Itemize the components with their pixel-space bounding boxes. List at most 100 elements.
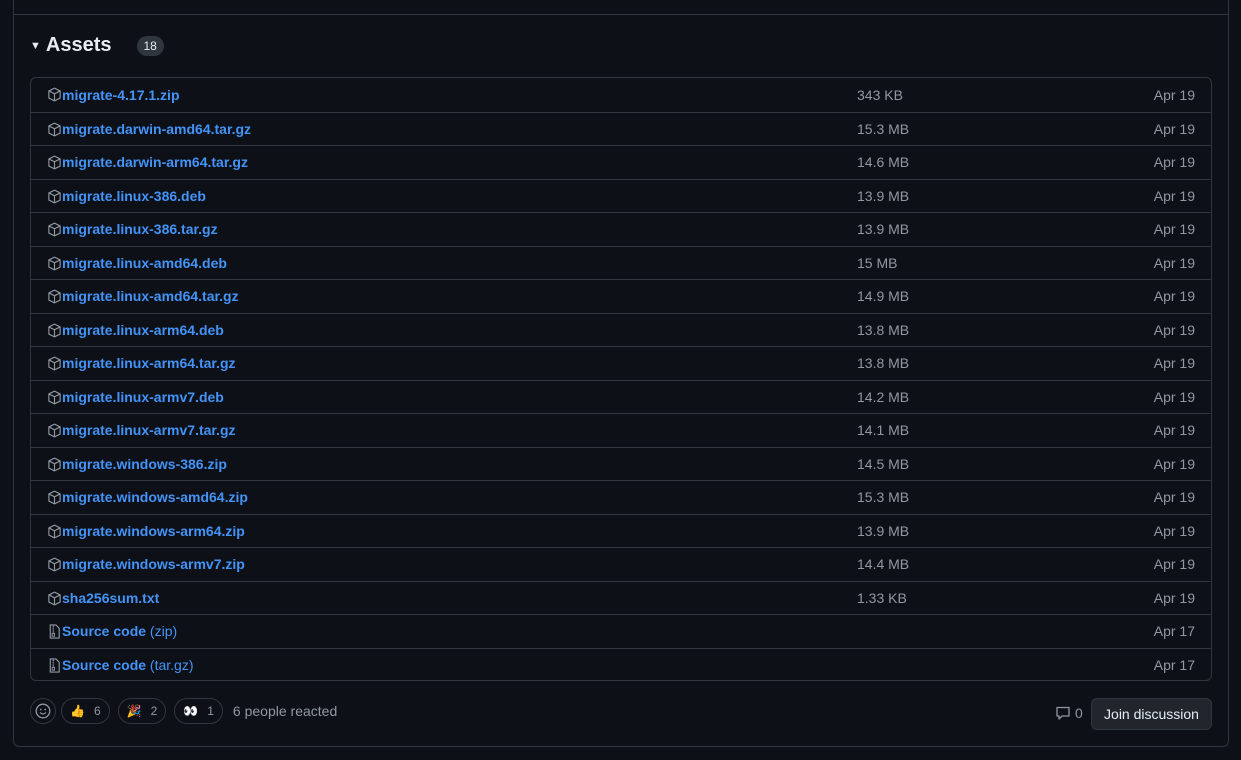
asset-date: Apr 19 xyxy=(1153,288,1195,305)
asset-size: 14.9 MB xyxy=(857,288,910,305)
asset-row: migrate.linux-386.tar.gz 13.9 MB Apr 19 xyxy=(31,212,1211,246)
thumbs-up-icon: 👍 xyxy=(70,704,85,718)
asset-name: migrate.darwin-arm64.tar.gz xyxy=(62,154,248,171)
asset-date: Apr 19 xyxy=(1153,86,1195,103)
asset-name: migrate.linux-arm64.tar.gz xyxy=(62,355,236,372)
package-icon xyxy=(47,87,62,102)
reactions-bar: 👍 6 🎉 2 👀 1 6 people reacted xyxy=(30,698,337,724)
asset-row: migrate.windows-armv7.zip 14.4 MB Apr 19 xyxy=(31,547,1211,581)
asset-link[interactable]: sha256sum.txt xyxy=(62,590,159,606)
file-zip-icon xyxy=(47,657,62,673)
asset-name: migrate.linux-amd64.tar.gz xyxy=(62,288,239,305)
reaction-count: 1 xyxy=(207,704,214,718)
asset-name: migrate.linux-armv7.deb xyxy=(62,388,224,405)
package-icon xyxy=(47,323,62,338)
asset-row: migrate.linux-arm64.deb 13.8 MB Apr 19 xyxy=(31,312,1211,347)
package-icon xyxy=(47,289,62,304)
asset-link[interactable]: migrate.linux-amd64.deb xyxy=(62,255,227,271)
asset-row: migrate.linux-amd64.deb 15 MB Apr 19 xyxy=(31,245,1211,280)
asset-date: Apr 17 xyxy=(1153,623,1195,640)
asset-name: migrate.windows-arm64.zip xyxy=(62,522,245,539)
tada-icon: 🎉 xyxy=(126,704,142,718)
release-card xyxy=(13,0,1229,747)
asset-size: 13.8 MB xyxy=(857,355,910,372)
asset-date: Apr 19 xyxy=(1153,154,1195,171)
asset-link[interactable]: migrate.windows-armv7.zip xyxy=(62,556,245,572)
asset-link[interactable]: migrate.darwin-amd64.tar.gz xyxy=(62,121,251,137)
asset-link[interactable]: migrate.windows-amd64.zip xyxy=(62,489,248,505)
asset-link[interactable]: migrate.linux-armv7.tar.gz xyxy=(62,422,236,438)
asset-link[interactable]: Source code (zip) xyxy=(62,623,177,639)
asset-link[interactable]: migrate.windows-arm64.zip xyxy=(62,523,245,539)
join-discussion-button[interactable]: Join discussion xyxy=(1091,698,1212,730)
assets-count-badge: 18 xyxy=(136,35,164,56)
asset-name: migrate.windows-amd64.zip xyxy=(62,489,248,506)
assets-header[interactable]: ▼ Assets 18 xyxy=(30,34,164,57)
package-icon xyxy=(47,557,62,572)
asset-row: migrate.darwin-amd64.tar.gz 15.3 MB Apr … xyxy=(31,111,1211,146)
asset-link[interactable]: migrate.windows-386.zip xyxy=(62,456,227,472)
asset-date: Apr 19 xyxy=(1153,355,1195,372)
caret-down-icon[interactable]: ▼ xyxy=(30,39,41,52)
asset-size: 14.2 MB xyxy=(857,388,910,405)
asset-date: Apr 17 xyxy=(1153,656,1195,673)
asset-link[interactable]: migrate.linux-arm64.deb xyxy=(62,322,224,338)
asset-row: migrate.linux-386.deb 13.9 MB Apr 19 xyxy=(31,178,1211,213)
asset-row: migrate.linux-amd64.tar.gz 14.9 MB Apr 1… xyxy=(31,279,1211,313)
package-icon xyxy=(47,524,62,539)
asset-size: 15.3 MB xyxy=(857,489,910,506)
package-icon xyxy=(47,356,62,371)
package-icon xyxy=(47,222,62,237)
package-icon xyxy=(47,390,62,405)
asset-name: migrate.linux-amd64.deb xyxy=(62,254,227,271)
asset-size: 15 MB xyxy=(857,254,898,271)
asset-link[interactable]: migrate-4.17.1.zip xyxy=(62,87,180,103)
asset-row: migrate.windows-arm64.zip 13.9 MB Apr 19 xyxy=(31,513,1211,548)
reaction-button[interactable]: 👍 6 xyxy=(61,698,110,724)
asset-size: 343 KB xyxy=(857,86,903,103)
asset-date: Apr 19 xyxy=(1153,556,1195,573)
comment-icon xyxy=(1056,706,1070,720)
package-icon xyxy=(47,490,62,505)
asset-format: (zip) xyxy=(149,623,178,640)
asset-row: Source code (zip) Apr 17 xyxy=(31,614,1211,648)
asset-name: sha256sum.txt xyxy=(62,589,160,606)
assets-title: Assets xyxy=(45,34,112,56)
reactions-summary: 6 people reacted xyxy=(232,703,338,719)
asset-link[interactable]: migrate.darwin-arm64.tar.gz xyxy=(62,154,248,170)
asset-size: 14.6 MB xyxy=(857,154,910,171)
comments-count-value: 0 xyxy=(1075,705,1083,721)
asset-row: migrate.windows-386.zip 14.5 MB Apr 19 xyxy=(31,446,1211,481)
asset-name: migrate-4.17.1.zip xyxy=(62,86,180,103)
package-icon xyxy=(47,591,62,606)
asset-date: Apr 19 xyxy=(1153,489,1195,506)
asset-row: migrate-4.17.1.zip 343 KB Apr 19 xyxy=(31,78,1211,112)
asset-date: Apr 19 xyxy=(1153,388,1195,405)
asset-row: Source code (tar.gz) Apr 17 xyxy=(31,647,1211,681)
package-icon xyxy=(47,457,62,472)
asset-link[interactable]: migrate.linux-amd64.tar.gz xyxy=(62,288,239,304)
asset-name: migrate.linux-386.deb xyxy=(62,187,206,204)
asset-name: migrate.windows-386.zip xyxy=(62,455,227,472)
asset-row: sha256sum.txt 1.33 KB Apr 19 xyxy=(31,580,1211,615)
package-icon xyxy=(47,122,62,137)
asset-name: migrate.windows-armv7.zip xyxy=(62,556,245,573)
add-reaction-button[interactable] xyxy=(30,698,56,724)
comments-count[interactable]: 0 xyxy=(1055,705,1083,721)
reaction-count: 2 xyxy=(150,704,158,718)
asset-link[interactable]: migrate.linux-armv7.deb xyxy=(62,389,224,405)
reaction-button[interactable]: 👀 1 xyxy=(174,698,223,724)
asset-link[interactable]: migrate.linux-386.deb xyxy=(62,188,206,204)
reaction-button[interactable]: 🎉 2 xyxy=(117,698,167,724)
asset-size: 13.8 MB xyxy=(857,321,910,338)
file-zip-icon xyxy=(47,624,62,639)
asset-size: 13.9 MB xyxy=(857,522,910,539)
asset-size: 1.33 KB xyxy=(857,589,907,606)
asset-link[interactable]: migrate.linux-386.tar.gz xyxy=(62,221,218,237)
reaction-count: 6 xyxy=(93,704,101,718)
asset-link[interactable]: migrate.linux-arm64.tar.gz xyxy=(62,355,236,371)
asset-date: Apr 19 xyxy=(1153,120,1195,137)
asset-date: Apr 19 xyxy=(1153,589,1195,606)
asset-size: 13.9 MB xyxy=(857,187,910,204)
asset-link[interactable]: Source code (tar.gz) xyxy=(62,657,194,673)
